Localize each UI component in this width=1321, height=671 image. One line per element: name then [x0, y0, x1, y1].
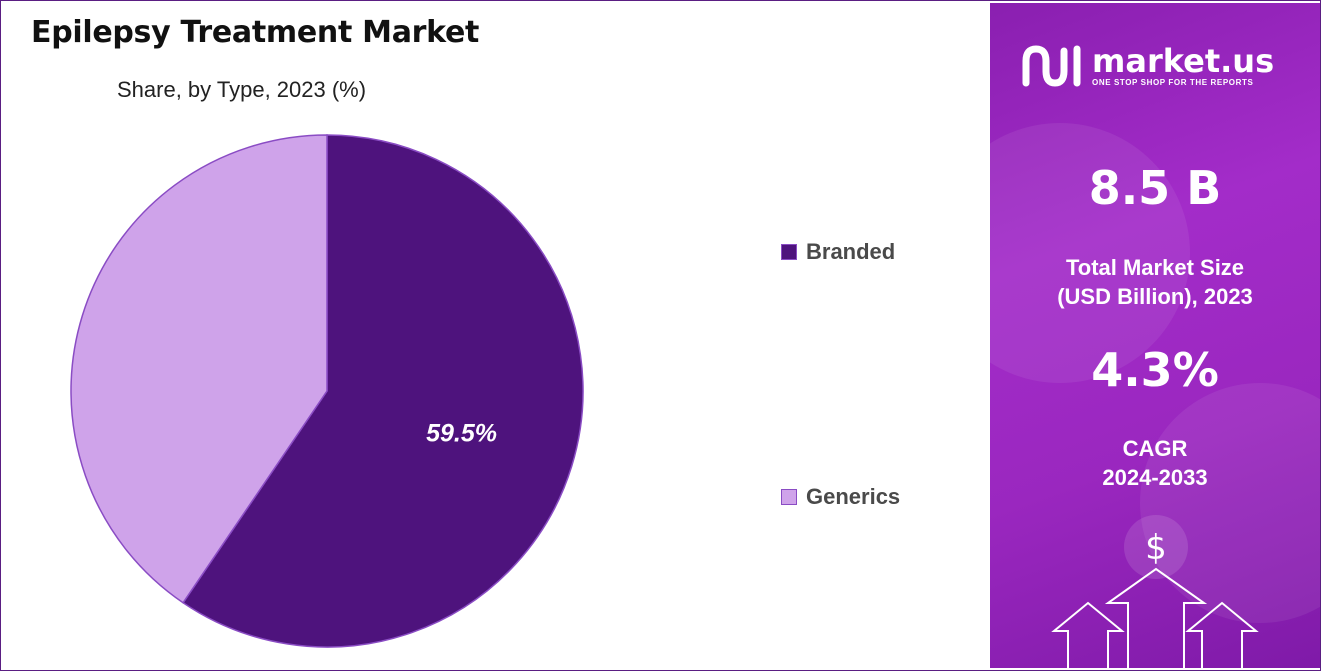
chart-area: Epilepsy Treatment Market Share, by Type…: [1, 1, 989, 670]
chart-subtitle: Share, by Type, 2023 (%): [117, 77, 367, 102]
up-arrow-icon: [1104, 567, 1208, 668]
dollar-icon: $: [1145, 528, 1167, 568]
pie-chart: 59.5%: [70, 134, 584, 648]
market-size-value: 8.5 B: [1088, 161, 1222, 215]
cagr-label-line2: 2024-2033: [1102, 465, 1208, 490]
legend-label-generics: Generics: [806, 484, 901, 509]
legend-swatch-branded: [781, 244, 797, 260]
chart-title: Epilepsy Treatment Market: [31, 15, 480, 50]
cagr-label-line1: CAGR: [1122, 436, 1188, 461]
brand-tagline: ONE STOP SHOP FOR THE REPORTS: [1092, 77, 1254, 87]
growth-decoration: $: [1051, 515, 1259, 668]
coin-icon: [1124, 515, 1188, 579]
legend-label-branded: Branded: [806, 239, 896, 264]
brand-logo: market.us ONE STOP SHOP FOR THE REPORTS: [1022, 43, 1274, 89]
legend-swatch-generics: [781, 489, 797, 505]
up-arrow-icon: [1051, 601, 1125, 668]
cagr-value: 4.3%: [1091, 343, 1219, 397]
pie-slice-generics: [70, 134, 328, 604]
summary-panel: market.us ONE STOP SHOP FOR THE REPORTS …: [990, 3, 1320, 668]
legend-item-generics: Generics: [781, 484, 900, 510]
brand-name: market.us: [1092, 41, 1275, 80]
up-arrow-icon: [1185, 601, 1259, 668]
market-size-label-line2: (USD Billion), 2023: [1057, 284, 1253, 309]
legend-item-branded: Branded: [781, 239, 895, 265]
data-label-branded: 59.5%: [426, 419, 497, 447]
pie-slice-branded: [182, 134, 584, 648]
market-size-label-line1: Total Market Size: [1065, 255, 1245, 280]
market-us-logo-icon: [1022, 45, 1081, 87]
background-shape: [1140, 383, 1320, 623]
background-shape: [990, 123, 1190, 383]
